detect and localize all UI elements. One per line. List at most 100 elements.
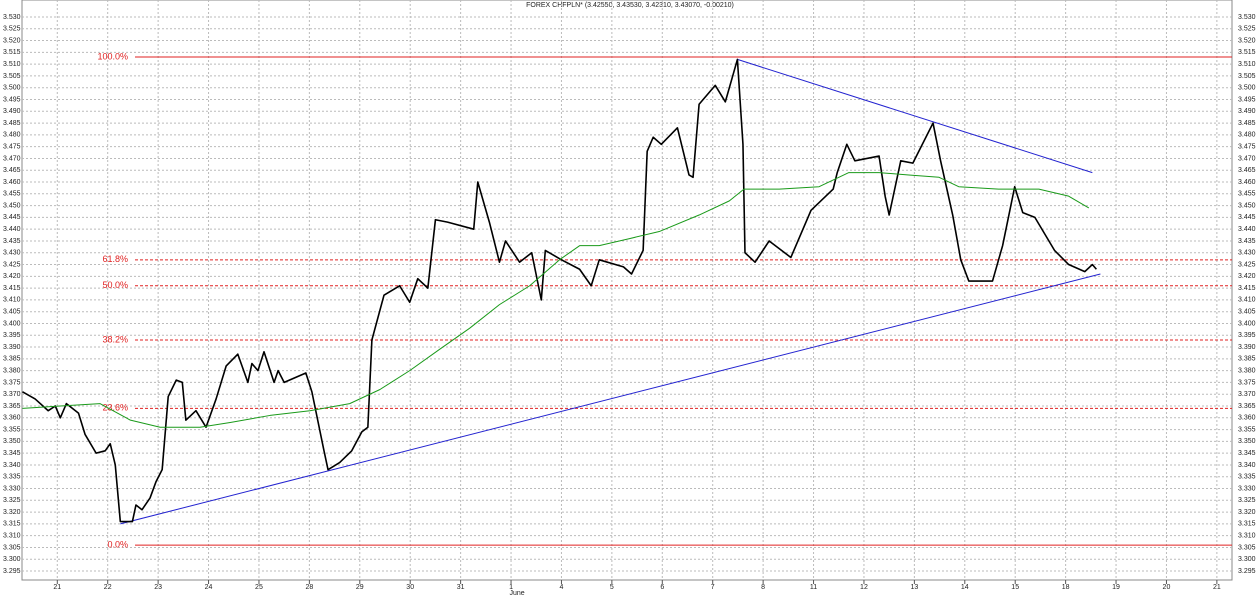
y-tick-label: 3.315 [3, 521, 21, 528]
y-tick-label: 3.480 [3, 132, 21, 139]
x-tick-label: 20 [1163, 584, 1171, 591]
x-tick-label: 12 [860, 584, 868, 591]
y-tick-label: 3.420 [3, 273, 21, 280]
y-tick-label-right: 3.390 [1238, 344, 1256, 351]
y-tick-label: 3.335 [3, 474, 21, 481]
x-tick-label: 30 [406, 584, 414, 591]
y-tick-label: 3.525 [3, 26, 21, 33]
y-tick-label: 3.485 [3, 120, 21, 127]
x-tick-label: 29 [356, 584, 364, 591]
y-tick-label: 3.310 [3, 533, 21, 540]
x-tick-label: 5 [610, 584, 614, 591]
y-tick-label: 3.435 [3, 238, 21, 245]
y-tick-label: 3.300 [3, 556, 21, 563]
y-tick-label-right: 3.480 [1238, 132, 1256, 139]
y-tick-label-right: 3.435 [1238, 238, 1256, 245]
y-tick-label: 3.500 [3, 85, 21, 92]
x-tick-label: 23 [154, 584, 162, 591]
x-tick-label: 31 [457, 584, 465, 591]
y-tick-label: 3.345 [3, 450, 21, 457]
y-tick-label: 3.510 [3, 61, 21, 68]
y-tick-label: 3.295 [3, 568, 21, 575]
x-tick-label: 6 [660, 584, 664, 591]
y-tick-label-right: 3.385 [1238, 356, 1256, 363]
y-tick-label: 3.370 [3, 391, 21, 398]
fib-label: 100.0% [97, 51, 128, 61]
y-tick-label-right: 3.500 [1238, 85, 1256, 92]
y-tick-label: 3.365 [3, 403, 21, 410]
y-tick-label-right: 3.315 [1238, 521, 1256, 528]
y-tick-label-right: 3.325 [1238, 497, 1256, 504]
x-tick-label: 7 [711, 584, 715, 591]
month-label: June [509, 590, 524, 595]
y-tick-label-right: 3.375 [1238, 379, 1256, 386]
y-tick-label-right: 3.425 [1238, 261, 1256, 268]
y-tick-label: 3.410 [3, 297, 21, 304]
x-tick-label: 4 [560, 584, 564, 591]
fib-label: 0.0% [107, 539, 128, 549]
x-tick-label: 22 [104, 584, 112, 591]
y-tick-label: 3.495 [3, 96, 21, 103]
x-tick-label: 13 [910, 584, 918, 591]
y-tick-label-right: 3.365 [1238, 403, 1256, 410]
y-tick-label-right: 3.330 [1238, 485, 1256, 492]
x-tick-label: 15 [1011, 584, 1019, 591]
y-tick-label: 3.530 [3, 14, 21, 21]
y-tick-label: 3.360 [3, 415, 21, 422]
y-tick-label: 3.440 [3, 226, 21, 233]
y-tick-label: 3.460 [3, 179, 21, 186]
y-tick-label-right: 3.320 [1238, 509, 1256, 516]
y-tick-label: 3.305 [3, 544, 21, 551]
y-tick-label: 3.375 [3, 379, 21, 386]
y-tick-label: 3.520 [3, 37, 21, 44]
y-tick-label-right: 3.370 [1238, 391, 1256, 398]
y-tick-label-right: 3.485 [1238, 120, 1256, 127]
y-tick-label-right: 3.310 [1238, 533, 1256, 540]
y-tick-label: 3.385 [3, 356, 21, 363]
y-tick-label: 3.505 [3, 73, 21, 80]
y-tick-label-right: 3.380 [1238, 367, 1256, 374]
y-tick-label: 3.490 [3, 108, 21, 115]
y-tick-label: 3.415 [3, 285, 21, 292]
y-tick-label-right: 3.410 [1238, 297, 1256, 304]
price-line [22, 58, 1097, 523]
y-tick-label-right: 3.490 [1238, 108, 1256, 115]
trend-line [737, 58, 1093, 174]
y-tick-label-right: 3.530 [1238, 14, 1256, 21]
y-tick-label-right: 3.515 [1238, 49, 1256, 56]
y-tick-label: 3.450 [3, 202, 21, 209]
y-tick-label: 3.425 [3, 261, 21, 268]
y-tick-label-right: 3.455 [1238, 191, 1256, 198]
x-tick-label: 18 [1062, 584, 1070, 591]
fib-label: 61.8% [102, 254, 128, 264]
moving-average [22, 172, 1090, 428]
x-tick-label: 21 [1213, 584, 1221, 591]
y-tick-label-right: 3.430 [1238, 250, 1256, 257]
y-tick-label-right: 3.520 [1238, 37, 1256, 44]
y-tick-label-right: 3.510 [1238, 61, 1256, 68]
x-tick-label: 24 [205, 584, 213, 591]
y-tick-label-right: 3.350 [1238, 438, 1256, 445]
y-tick-label: 3.405 [3, 309, 21, 316]
x-tick-label: 14 [961, 584, 969, 591]
chart-title: FOREX CHFPLN* (3.42550, 3.43530, 3.42310… [526, 2, 734, 9]
y-tick-label: 3.455 [3, 191, 21, 198]
y-tick-label: 3.395 [3, 332, 21, 339]
y-tick-label-right: 3.340 [1238, 462, 1256, 469]
y-tick-label-right: 3.445 [1238, 214, 1256, 221]
y-tick-label-right: 3.470 [1238, 155, 1256, 162]
y-tick-label: 3.475 [3, 143, 21, 150]
y-tick-label: 3.445 [3, 214, 21, 221]
x-tick-label: 11 [810, 584, 817, 591]
y-tick-label-right: 3.360 [1238, 415, 1256, 422]
y-tick-label: 3.430 [3, 250, 21, 257]
y-tick-label-right: 3.440 [1238, 226, 1256, 233]
y-tick-label-right: 3.305 [1238, 544, 1256, 551]
y-tick-label: 3.340 [3, 462, 21, 469]
y-tick-label: 3.470 [3, 155, 21, 162]
y-tick-label: 3.355 [3, 426, 21, 433]
y-tick-label-right: 3.395 [1238, 332, 1256, 339]
x-tick-label: 8 [761, 584, 765, 591]
